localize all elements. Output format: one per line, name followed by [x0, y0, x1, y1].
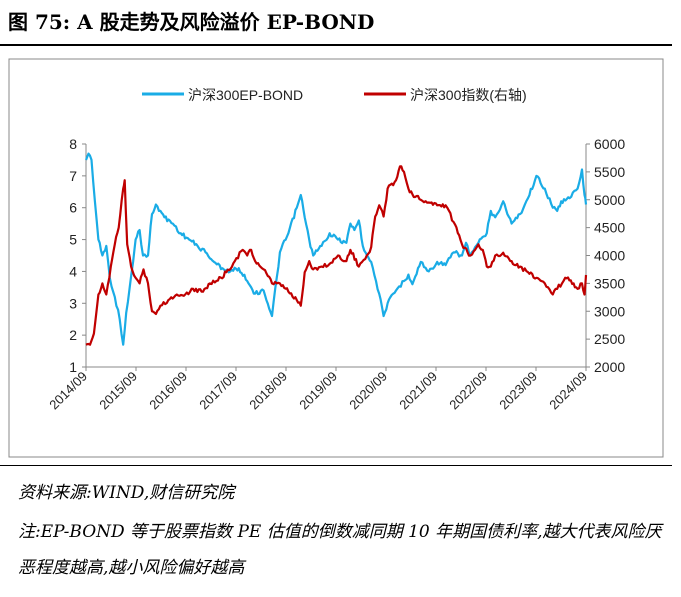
legend-label-ep-bond: 沪深300EP-BOND: [188, 87, 303, 103]
left-tick-label: 4: [69, 263, 77, 279]
right-tick-label: 4000: [594, 248, 625, 264]
chart-frame: [8, 58, 664, 458]
x-tick-label: 2015/09: [96, 369, 140, 413]
legend-label-hs300: 沪深300指数(右轴): [410, 87, 527, 103]
series-line-hs300: [85, 165, 588, 346]
chart-svg: 沪深300EP-BOND 沪深300指数(右轴) 1 2 3 4 5 6 7 8 2000 250…: [8, 58, 664, 458]
x-tick-label: 2014/09: [46, 369, 90, 413]
right-tick-label: 3000: [594, 303, 625, 319]
left-tick-label: 8: [69, 136, 77, 152]
x-tick-label: 2018/09: [246, 369, 290, 413]
x-tick-label: 2022/09: [446, 369, 490, 413]
title-rule: [0, 44, 672, 46]
left-tick-label: 7: [69, 168, 77, 184]
x-tick-label: 2024/09: [546, 369, 590, 413]
series-line-ep-bond: [84, 152, 588, 346]
left-tick-label: 6: [69, 200, 77, 216]
right-tick-label: 2000: [594, 359, 625, 375]
right-tick-label: 3500: [594, 275, 625, 291]
x-tick-label: 2017/09: [196, 369, 240, 413]
right-tick-label: 6000: [594, 136, 625, 152]
x-tick-label: 2023/09: [496, 369, 540, 413]
x-tick-label: 2021/09: [396, 369, 440, 413]
right-tick-label: 4500: [594, 220, 625, 236]
right-tick-label: 5000: [594, 192, 625, 208]
left-tick-label: 2: [69, 327, 77, 343]
right-tick-label: 5500: [594, 164, 625, 180]
left-tick-label: 3: [69, 295, 77, 311]
left-tick-label: 5: [69, 232, 77, 248]
chart-container: 沪深300EP-BOND 沪深300指数(右轴) 1 2 3 4 5 6 7 8 2000 250…: [8, 58, 664, 458]
source-rule: [0, 465, 672, 466]
note-text: 注:EP-BOND 等于股票指数 PE 估值的倒数减同期 10 年期国债利率,越…: [18, 522, 662, 578]
x-tick-label: 2020/09: [346, 369, 390, 413]
source-text: 资料来源:WIND,财信研究院: [18, 483, 235, 503]
x-tick-label: 2016/09: [146, 369, 190, 413]
x-tick-label: 2019/09: [296, 369, 340, 413]
figure-title: 图 75: A 股走势及风险溢价 EP-BOND: [8, 10, 375, 34]
right-tick-label: 2500: [594, 331, 625, 347]
left-tick-label: 1: [69, 359, 77, 375]
plot-area: [84, 152, 588, 346]
legend: 沪深300EP-BOND 沪深300指数(右轴): [142, 87, 527, 103]
